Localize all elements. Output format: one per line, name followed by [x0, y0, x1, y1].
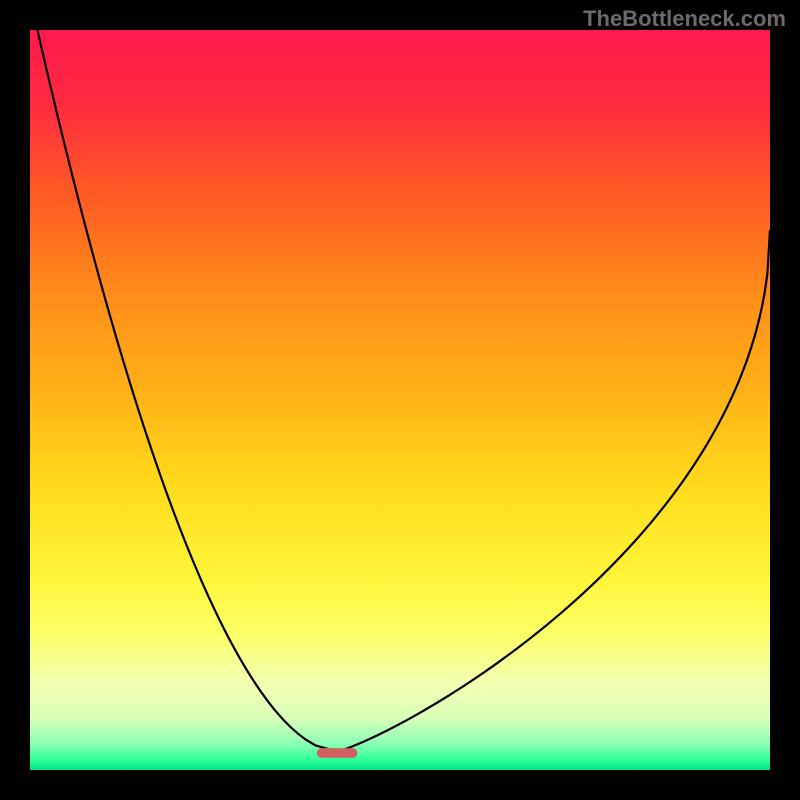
- left-curve: [37, 30, 337, 752]
- bottleneck-curves: [30, 30, 770, 770]
- bottleneck-marker: [317, 748, 358, 758]
- plot-area: [30, 30, 770, 770]
- right-curve: [337, 230, 770, 752]
- watermark-text: TheBottleneck.com: [583, 6, 786, 32]
